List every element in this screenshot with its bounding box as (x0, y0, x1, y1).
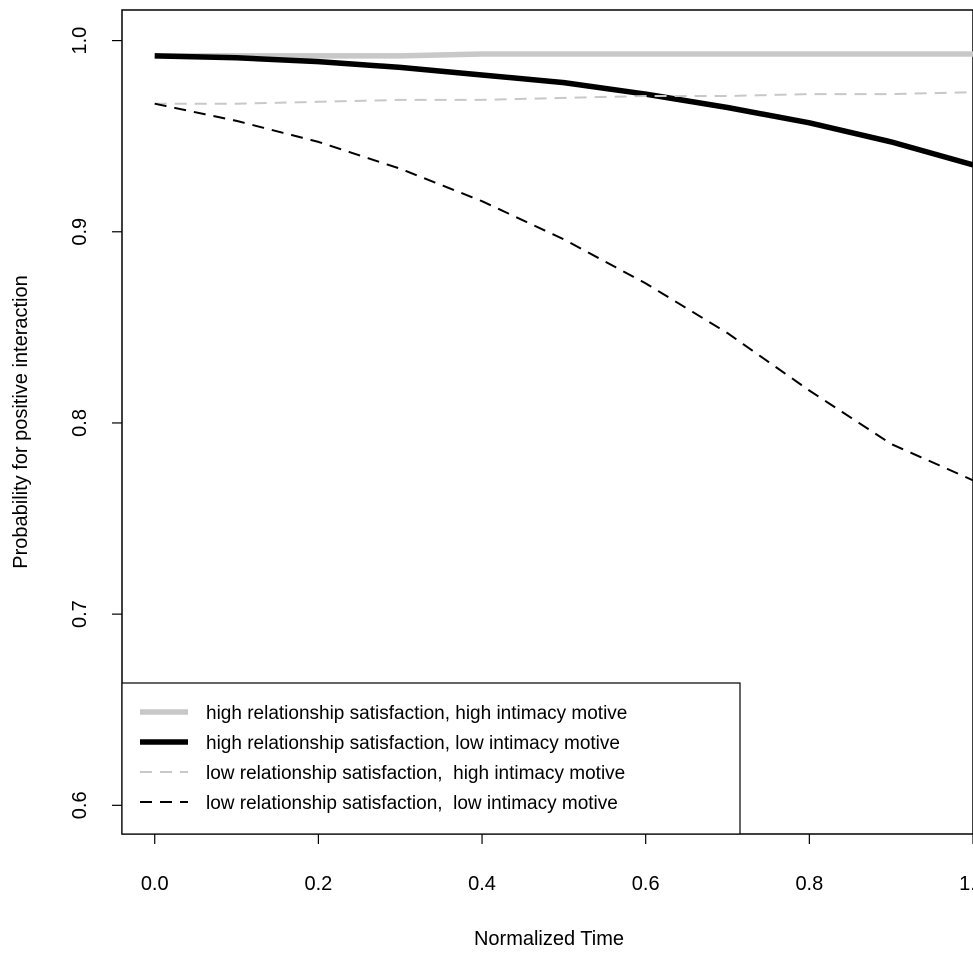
legend: high relationship satisfaction, high int… (121, 682, 741, 835)
x-axis-title: Normalized Time (474, 928, 624, 950)
x-tick-label: 0.4 (468, 873, 496, 895)
x-tick-label: 0.2 (304, 873, 332, 895)
y-tick-label: 1.0 (69, 27, 91, 55)
legend-label-2: high relationship satisfaction, low inti… (206, 733, 620, 754)
series-line-1 (154, 51, 973, 59)
legend-box (121, 682, 741, 835)
series-line-3 (154, 91, 973, 105)
x-tick-label: 1.0 (959, 873, 973, 895)
x-tick-label: 0.0 (141, 873, 169, 895)
y-tick-label: 0.7 (69, 600, 91, 628)
series-line-2 (154, 53, 973, 168)
series-layer (154, 51, 973, 482)
x-tick-label: 0.8 (795, 873, 823, 895)
y-axis-title: Probability for positive interaction (10, 275, 32, 568)
legend-label-4: low relationship satisfaction, low intim… (206, 793, 618, 814)
y-axis: 0.6 0.7 0.8 0.9 1.0 (69, 27, 122, 819)
x-axis: 0.0 0.2 0.4 0.6 0.8 1.0 (141, 834, 973, 895)
series-line-4 (154, 102, 973, 482)
x-tick-label: 0.6 (632, 873, 660, 895)
legend-label-3: low relationship satisfaction, high inti… (206, 763, 625, 784)
y-tick-label: 0.8 (69, 409, 91, 437)
legend-label-1: high relationship satisfaction, high int… (206, 703, 627, 724)
y-tick-label: 0.9 (69, 218, 91, 246)
y-tick-label: 0.6 (69, 791, 91, 819)
